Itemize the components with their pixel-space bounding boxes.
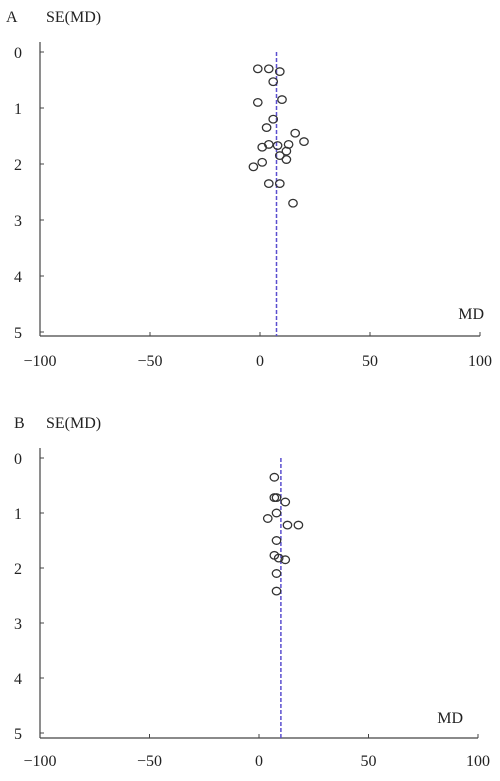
data-point bbox=[281, 155, 292, 164]
data-point bbox=[271, 508, 282, 518]
data-point bbox=[280, 555, 291, 565]
panel-label-b: B bbox=[14, 415, 25, 432]
data-point bbox=[271, 493, 282, 503]
y-tick-label: 4 bbox=[14, 671, 22, 688]
data-point bbox=[269, 472, 280, 482]
x-tick-label: −100 bbox=[23, 753, 56, 770]
x-axis-title-a: MD bbox=[458, 306, 484, 323]
data-point bbox=[274, 67, 285, 77]
x-tick-label: 50 bbox=[361, 753, 377, 770]
data-point bbox=[271, 586, 282, 596]
axes-b bbox=[39, 448, 478, 739]
data-point bbox=[299, 137, 309, 147]
y-tick-label: 1 bbox=[14, 101, 22, 118]
data-point bbox=[257, 142, 268, 152]
y-tick-label: 0 bbox=[14, 451, 22, 468]
funnel-plot-b: B SE(MD) 0 1 2 3 4 5 −100 −50 0 50 100 MD bbox=[14, 415, 490, 770]
y-tick-label: 5 bbox=[14, 325, 22, 342]
funnel-plot-a: A SE(MD) 0 1 2 3 4 5 −100 −50 0 50 100 MD bbox=[6, 9, 492, 370]
data-point bbox=[273, 553, 284, 563]
x-tick-label: −50 bbox=[137, 753, 162, 770]
data-point bbox=[261, 123, 272, 133]
data-point bbox=[252, 64, 263, 74]
data-point bbox=[281, 146, 292, 156]
y-ticks-b: 0 1 2 3 4 5 bbox=[14, 451, 44, 743]
x-tick-label: 50 bbox=[362, 353, 378, 370]
y-tick-label: 0 bbox=[14, 45, 22, 62]
data-point bbox=[252, 97, 263, 107]
x-ticks-a: −100 −50 0 50 100 bbox=[23, 332, 492, 370]
data-point bbox=[268, 77, 279, 87]
data-point bbox=[257, 157, 268, 167]
data-point bbox=[262, 514, 273, 523]
axes-a bbox=[39, 42, 480, 337]
data-point bbox=[248, 162, 259, 172]
y-tick-label: 5 bbox=[14, 726, 22, 743]
y-tick-label: 3 bbox=[14, 616, 22, 633]
data-point bbox=[293, 520, 304, 530]
x-tick-label: −100 bbox=[23, 353, 56, 370]
y-ticks-a: 0 1 2 3 4 5 bbox=[14, 45, 44, 342]
x-tick-label: 100 bbox=[466, 753, 490, 770]
x-tick-label: 0 bbox=[256, 353, 264, 370]
x-tick-label: 100 bbox=[468, 353, 492, 370]
data-point bbox=[282, 520, 293, 530]
y-tick-label: 4 bbox=[14, 269, 22, 286]
x-tick-label: −50 bbox=[137, 353, 162, 370]
data-point bbox=[277, 95, 287, 105]
data-point bbox=[271, 569, 282, 578]
y-tick-label: 1 bbox=[14, 506, 22, 523]
data-point bbox=[280, 497, 291, 507]
data-points-b bbox=[262, 472, 304, 596]
data-point bbox=[263, 64, 274, 74]
data-point bbox=[274, 179, 285, 189]
data-point bbox=[263, 179, 274, 189]
y-axis-title-a: SE(MD) bbox=[46, 9, 101, 26]
x-ticks-b: −100 −50 0 50 100 bbox=[23, 734, 490, 770]
data-point bbox=[290, 128, 301, 138]
y-tick-label: 2 bbox=[14, 157, 22, 174]
y-tick-label: 2 bbox=[14, 561, 22, 578]
y-tick-label: 3 bbox=[14, 213, 22, 230]
data-point bbox=[272, 141, 283, 150]
data-point bbox=[271, 536, 282, 545]
x-axis-title-b: MD bbox=[437, 710, 463, 727]
data-point bbox=[274, 151, 285, 161]
data-point bbox=[269, 493, 280, 503]
panel-label-a: A bbox=[6, 9, 18, 26]
x-tick-label: 0 bbox=[255, 753, 263, 770]
y-axis-title-b: SE(MD) bbox=[46, 415, 101, 432]
data-point bbox=[268, 114, 279, 124]
data-points-a bbox=[248, 64, 309, 208]
data-point bbox=[288, 198, 298, 208]
